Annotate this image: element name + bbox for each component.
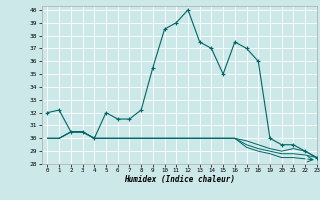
X-axis label: Humidex (Indice chaleur): Humidex (Indice chaleur) bbox=[124, 175, 235, 184]
